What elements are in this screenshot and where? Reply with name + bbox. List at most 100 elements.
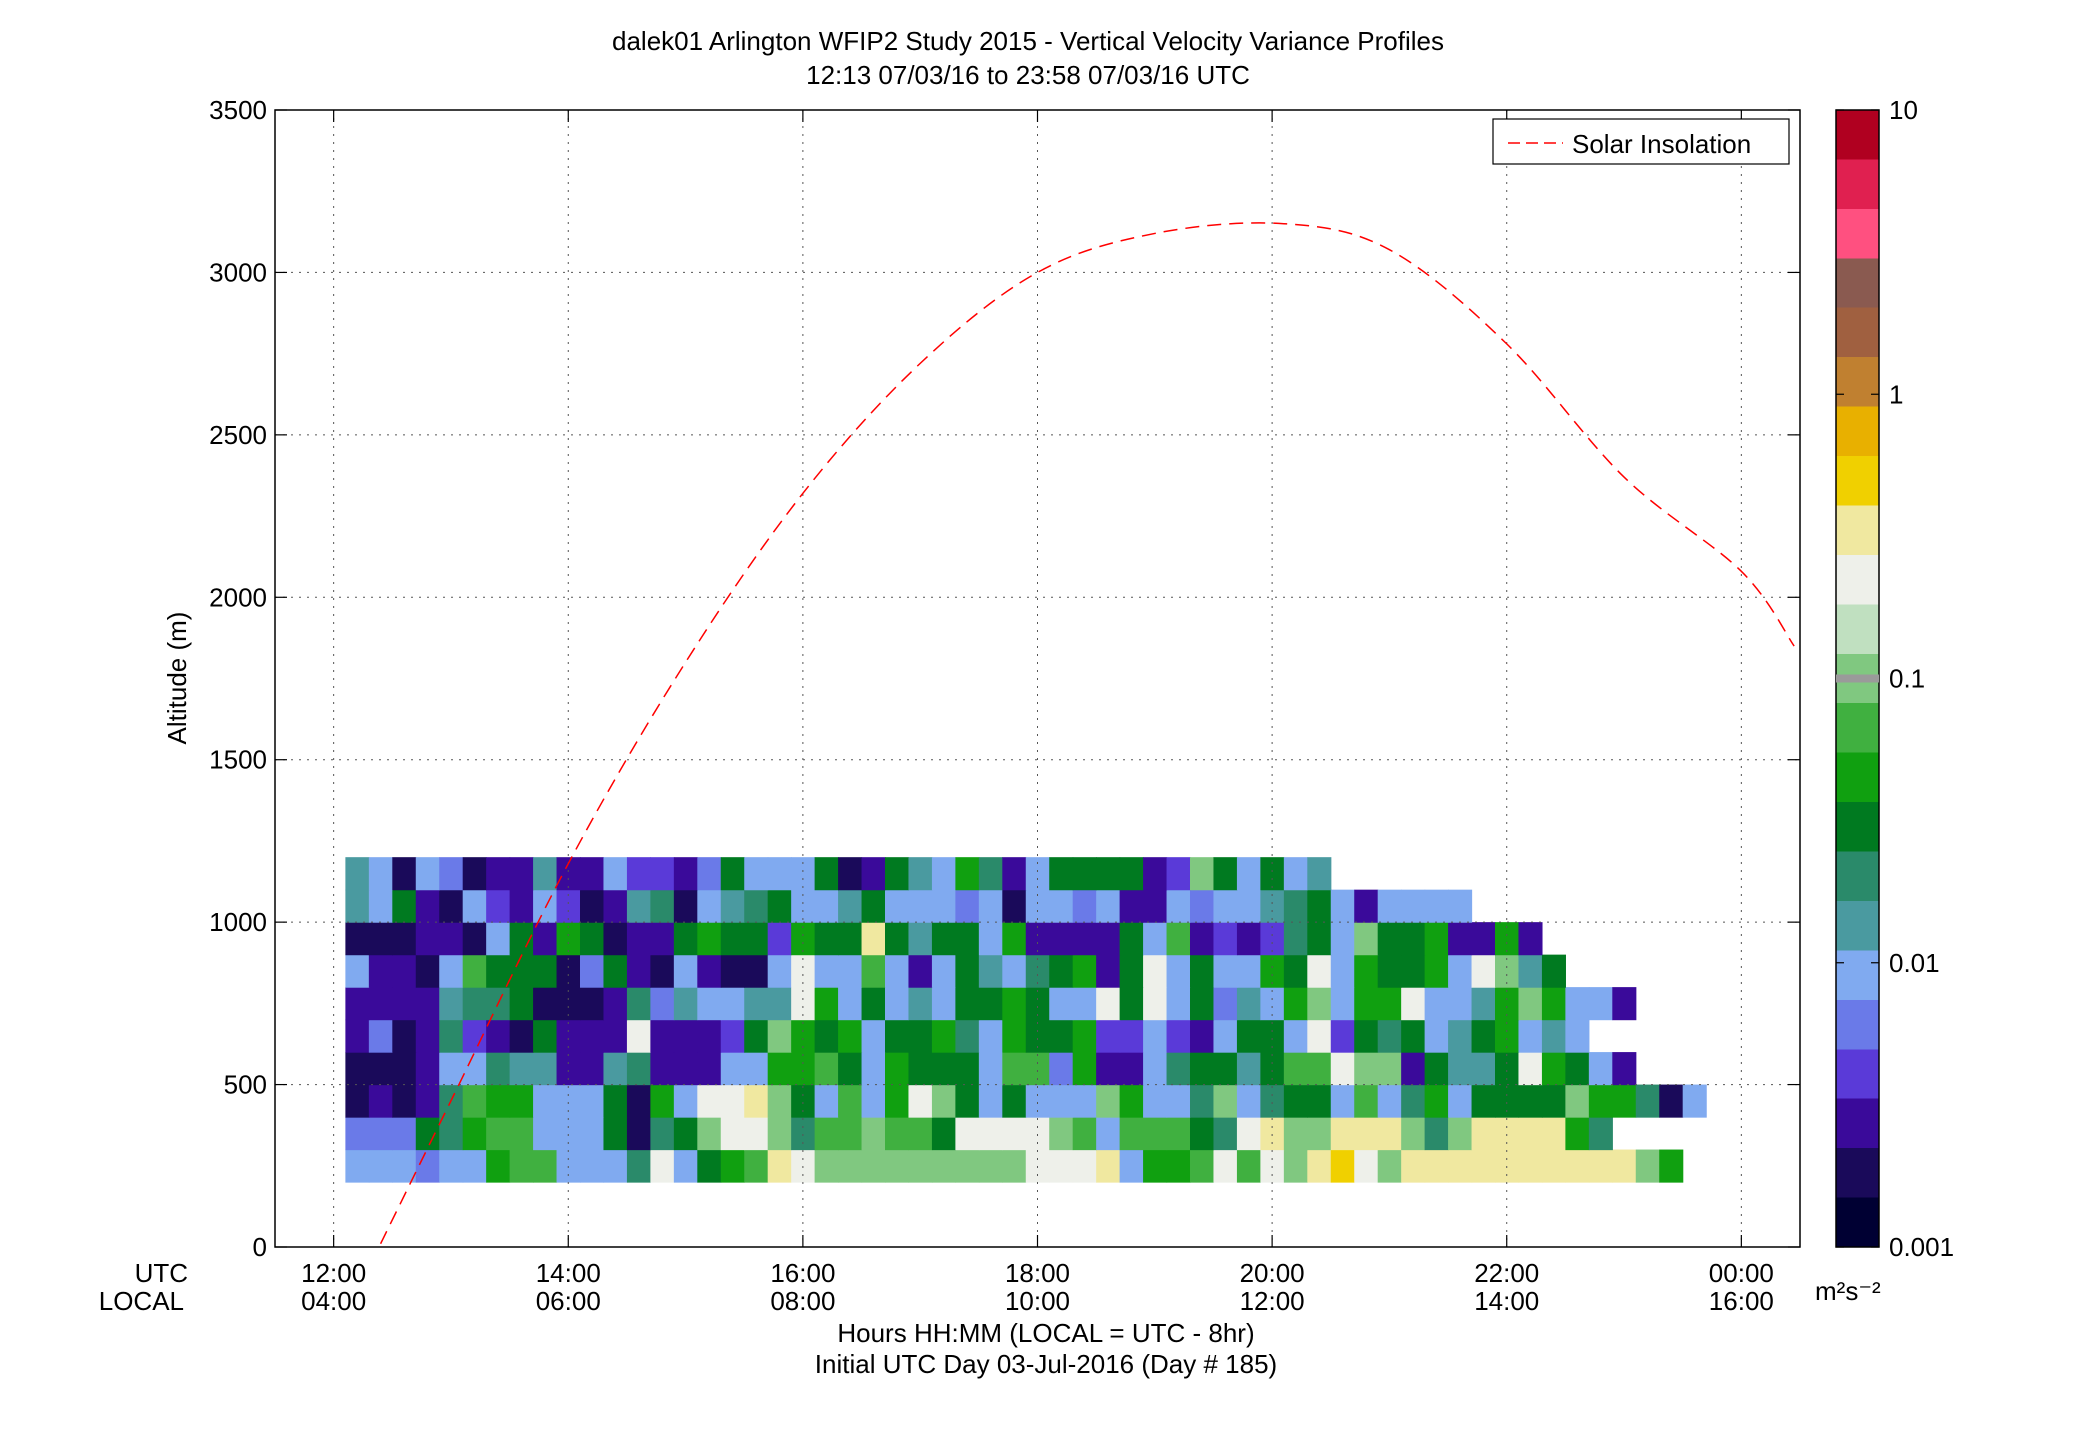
heatmap-cell: [392, 987, 417, 1021]
heatmap-cell: [1330, 922, 1355, 956]
heatmap-cell: [1471, 954, 1496, 988]
heatmap-cell: [580, 1117, 605, 1151]
heatmap-cell: [1260, 1117, 1285, 1151]
heatmap-cell: [368, 987, 393, 1021]
heatmap-cell: [744, 987, 769, 1021]
colorbar-tick-label: 1: [1889, 379, 1903, 409]
heatmap-cell: [650, 1019, 675, 1053]
chart-subtitle: 12:13 07/03/16 to 23:58 07/03/16 UTC: [806, 60, 1250, 90]
heatmap-cell: [603, 987, 628, 1021]
heatmap-cell: [1025, 1117, 1050, 1151]
heatmap-cell: [626, 1019, 651, 1053]
heatmap-cells: [345, 857, 1707, 1183]
heatmap-cell: [439, 1117, 464, 1151]
heatmap-cell: [885, 857, 910, 891]
heatmap-cell: [1049, 954, 1074, 988]
heatmap-cell: [838, 1149, 863, 1183]
heatmap-cell: [697, 1084, 722, 1118]
heatmap-cell: [673, 1117, 698, 1151]
grid-lines: [275, 109, 1800, 1248]
heatmap-cell: [885, 1052, 910, 1086]
heatmap-cell: [697, 1117, 722, 1151]
heatmap-cell: [767, 1117, 792, 1151]
heatmap-cell: [931, 1052, 956, 1086]
heatmap-cell: [1307, 1117, 1332, 1151]
heatmap-cell: [744, 889, 769, 923]
heatmap-cell: [1307, 857, 1332, 891]
x-axis-label-day: Initial UTC Day 03-Jul-2016 (Day # 185): [815, 1349, 1277, 1379]
heatmap-cell: [1354, 987, 1379, 1021]
heatmap-cell: [486, 889, 511, 923]
heatmap-cell: [1541, 1084, 1566, 1118]
heatmap-cell: [1401, 954, 1426, 988]
heatmap-cell: [1049, 1084, 1074, 1118]
heatmap-cell: [1143, 987, 1168, 1021]
heatmap-cell: [650, 1052, 675, 1086]
heatmap-cell: [1307, 1019, 1332, 1053]
heatmap-cell: [720, 889, 745, 923]
heatmap-cell: [1448, 1149, 1473, 1183]
x-tick-label-utc: 18:00: [1005, 1258, 1070, 1288]
heatmap-cell: [1166, 1019, 1191, 1053]
heatmap-cell: [1143, 1117, 1168, 1151]
heatmap-cell: [345, 987, 370, 1021]
heatmap-cell: [439, 1149, 464, 1183]
heatmap-cell: [955, 889, 980, 923]
heatmap-cell: [1471, 1052, 1496, 1086]
heatmap-cell: [1518, 1084, 1543, 1118]
heatmap-cell: [533, 1019, 558, 1053]
heatmap-cell: [415, 1052, 440, 1086]
heatmap-cell: [697, 1019, 722, 1053]
heatmap-cell: [345, 954, 370, 988]
heatmap-cell: [1143, 857, 1168, 891]
heatmap-cell: [1190, 987, 1215, 1021]
heatmap-cell: [1541, 954, 1566, 988]
heatmap-cell: [1236, 1019, 1261, 1053]
heatmap-cell: [1260, 1052, 1285, 1086]
heatmap-cell: [1190, 1117, 1215, 1151]
heatmap-cell: [1424, 1084, 1449, 1118]
heatmap-cell: [720, 987, 745, 1021]
heatmap-cell: [1096, 1019, 1121, 1053]
heatmap-cell: [720, 1052, 745, 1086]
heatmap-cell: [509, 1117, 534, 1151]
heatmap-cell: [1213, 922, 1238, 956]
heatmap-cell: [767, 954, 792, 988]
heatmap-cell: [345, 1084, 370, 1118]
heatmap-cell: [1190, 889, 1215, 923]
heatmap-cell: [580, 889, 605, 923]
heatmap-cell: [814, 1149, 839, 1183]
heatmap-cell: [1659, 1149, 1684, 1183]
x-tick-label-utc: 12:00: [301, 1258, 366, 1288]
heatmap-cell: [1682, 1084, 1707, 1118]
heatmap-cell: [908, 954, 933, 988]
heatmap-cell: [368, 1149, 393, 1183]
heatmap-cell: [368, 954, 393, 988]
heatmap-cell: [509, 1149, 534, 1183]
x-tick-label-local: 16:00: [1709, 1286, 1774, 1316]
heatmap-cell: [1565, 1019, 1590, 1053]
heatmap-cell: [744, 1149, 769, 1183]
heatmap-cell: [1401, 1019, 1426, 1053]
heatmap-cell: [931, 889, 956, 923]
heatmap-cell: [720, 1019, 745, 1053]
heatmap-cell: [392, 1084, 417, 1118]
heatmap-cell: [1096, 889, 1121, 923]
heatmap-cell: [1471, 922, 1496, 956]
heatmap-cell: [1119, 987, 1144, 1021]
heatmap-cell: [415, 1117, 440, 1151]
heatmap-cell: [955, 1084, 980, 1118]
heatmap-cell: [439, 857, 464, 891]
heatmap-cell: [1143, 1052, 1168, 1086]
heatmap-cell: [626, 1052, 651, 1086]
heatmap-cell: [1002, 987, 1027, 1021]
heatmap-cell: [486, 922, 511, 956]
x-tick-label-local: 04:00: [301, 1286, 366, 1316]
heatmap-cell: [1424, 922, 1449, 956]
heatmap-cell: [1049, 1052, 1074, 1086]
heatmap-cell: [1166, 1117, 1191, 1151]
heatmap-cell: [697, 987, 722, 1021]
heatmap-cell: [1354, 889, 1379, 923]
heatmap-cell: [838, 1052, 863, 1086]
heatmap-cell: [580, 1052, 605, 1086]
